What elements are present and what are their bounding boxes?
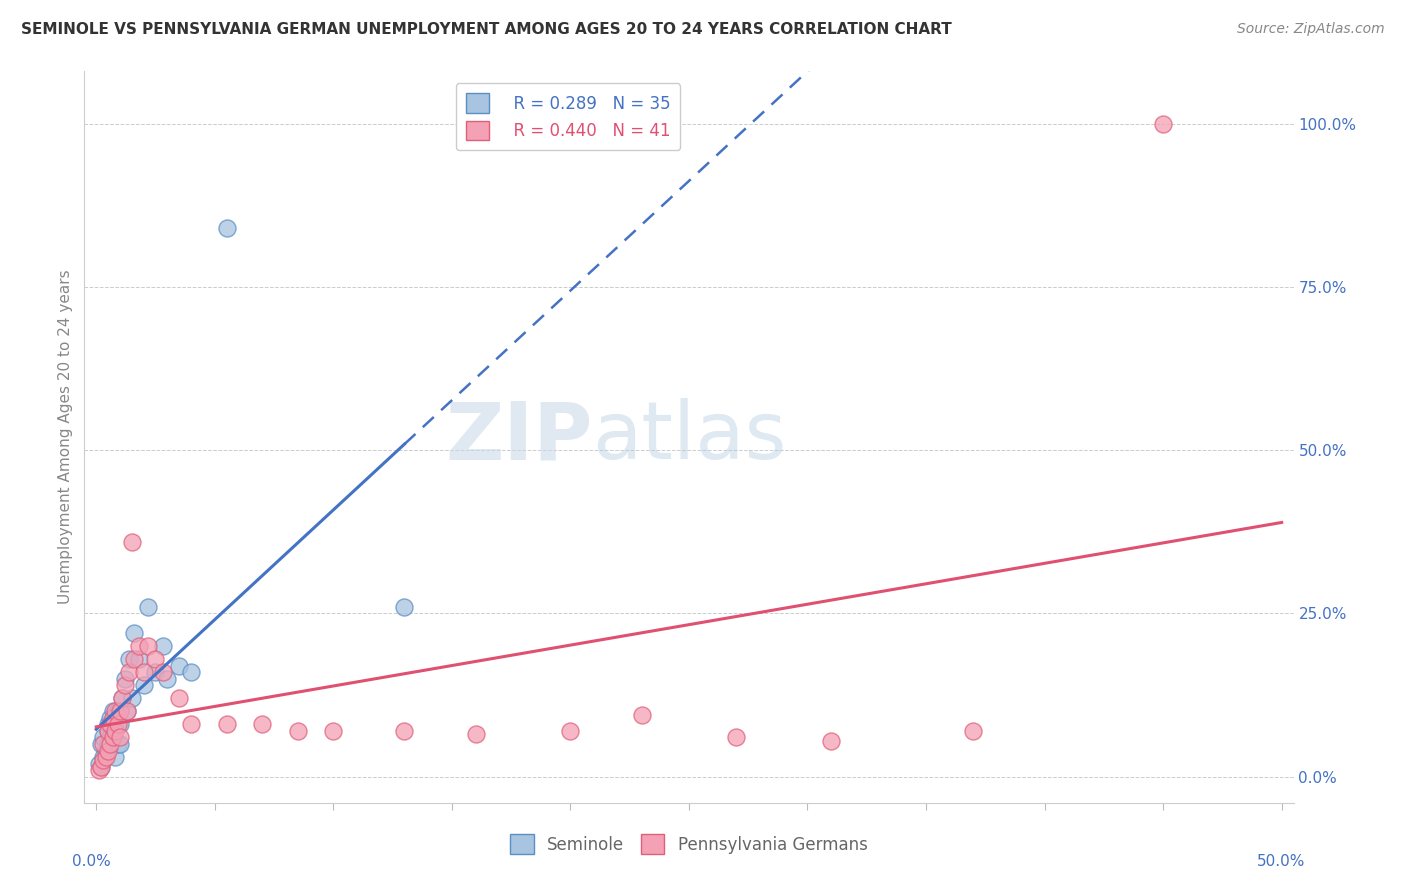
Point bbox=[115, 705, 138, 719]
Point bbox=[215, 717, 238, 731]
Point bbox=[394, 723, 416, 738]
Point bbox=[114, 678, 136, 692]
Point bbox=[1152, 117, 1174, 131]
Point bbox=[111, 691, 134, 706]
Point bbox=[167, 691, 190, 706]
Point bbox=[145, 652, 167, 666]
Text: atlas: atlas bbox=[592, 398, 786, 476]
Point bbox=[107, 737, 129, 751]
Point bbox=[108, 731, 131, 745]
Point bbox=[90, 760, 112, 774]
Point bbox=[97, 723, 120, 738]
Point bbox=[215, 221, 238, 235]
Point bbox=[91, 750, 114, 764]
Point bbox=[91, 737, 114, 751]
Point bbox=[322, 723, 344, 738]
Point bbox=[115, 705, 138, 719]
Y-axis label: Unemployment Among Ages 20 to 24 years: Unemployment Among Ages 20 to 24 years bbox=[58, 269, 73, 605]
Point bbox=[94, 750, 117, 764]
Point bbox=[152, 665, 174, 680]
Point bbox=[100, 711, 122, 725]
Point bbox=[91, 753, 114, 767]
Point bbox=[107, 717, 129, 731]
Point bbox=[118, 665, 141, 680]
Point bbox=[138, 599, 160, 614]
Point bbox=[101, 711, 124, 725]
Point bbox=[94, 743, 117, 757]
Point bbox=[101, 731, 124, 745]
Point bbox=[128, 652, 150, 666]
Point bbox=[167, 658, 190, 673]
Point bbox=[100, 737, 122, 751]
Point bbox=[97, 717, 120, 731]
Legend: Seminole, Pennsylvania Germans: Seminole, Pennsylvania Germans bbox=[503, 828, 875, 860]
Point bbox=[87, 756, 110, 771]
Point bbox=[97, 737, 120, 751]
Point bbox=[101, 705, 124, 719]
Point bbox=[118, 652, 141, 666]
Point bbox=[108, 737, 131, 751]
Point bbox=[121, 691, 143, 706]
Point bbox=[121, 534, 143, 549]
Point bbox=[122, 626, 145, 640]
Point bbox=[97, 743, 120, 757]
Point bbox=[104, 723, 127, 738]
Point bbox=[107, 705, 129, 719]
Point bbox=[108, 705, 131, 719]
Point bbox=[145, 665, 167, 680]
Point bbox=[152, 639, 174, 653]
Point bbox=[87, 763, 110, 777]
Point bbox=[287, 723, 309, 738]
Point bbox=[962, 723, 984, 738]
Point bbox=[91, 731, 114, 745]
Point bbox=[100, 731, 122, 745]
Point bbox=[108, 717, 131, 731]
Point bbox=[97, 723, 120, 738]
Point bbox=[122, 652, 145, 666]
Point bbox=[180, 665, 202, 680]
Point bbox=[156, 672, 179, 686]
Text: Source: ZipAtlas.com: Source: ZipAtlas.com bbox=[1237, 22, 1385, 37]
Point bbox=[128, 639, 150, 653]
Text: 50.0%: 50.0% bbox=[1257, 854, 1306, 869]
Point bbox=[725, 731, 748, 745]
Point bbox=[820, 733, 842, 747]
Point bbox=[104, 717, 127, 731]
Point bbox=[90, 737, 112, 751]
Point bbox=[132, 665, 155, 680]
Point bbox=[464, 727, 486, 741]
Point bbox=[101, 723, 124, 738]
Point bbox=[114, 672, 136, 686]
Point bbox=[180, 717, 202, 731]
Point bbox=[630, 707, 652, 722]
Point bbox=[104, 705, 127, 719]
Point bbox=[100, 717, 122, 731]
Point bbox=[111, 691, 134, 706]
Point bbox=[250, 717, 273, 731]
Point bbox=[560, 723, 582, 738]
Text: 0.0%: 0.0% bbox=[72, 854, 111, 869]
Text: ZIP: ZIP bbox=[444, 398, 592, 476]
Point bbox=[104, 750, 127, 764]
Text: SEMINOLE VS PENNSYLVANIA GERMAN UNEMPLOYMENT AMONG AGES 20 TO 24 YEARS CORRELATI: SEMINOLE VS PENNSYLVANIA GERMAN UNEMPLOY… bbox=[21, 22, 952, 37]
Point bbox=[132, 678, 155, 692]
Point bbox=[138, 639, 160, 653]
Point bbox=[90, 760, 112, 774]
Point bbox=[394, 599, 416, 614]
